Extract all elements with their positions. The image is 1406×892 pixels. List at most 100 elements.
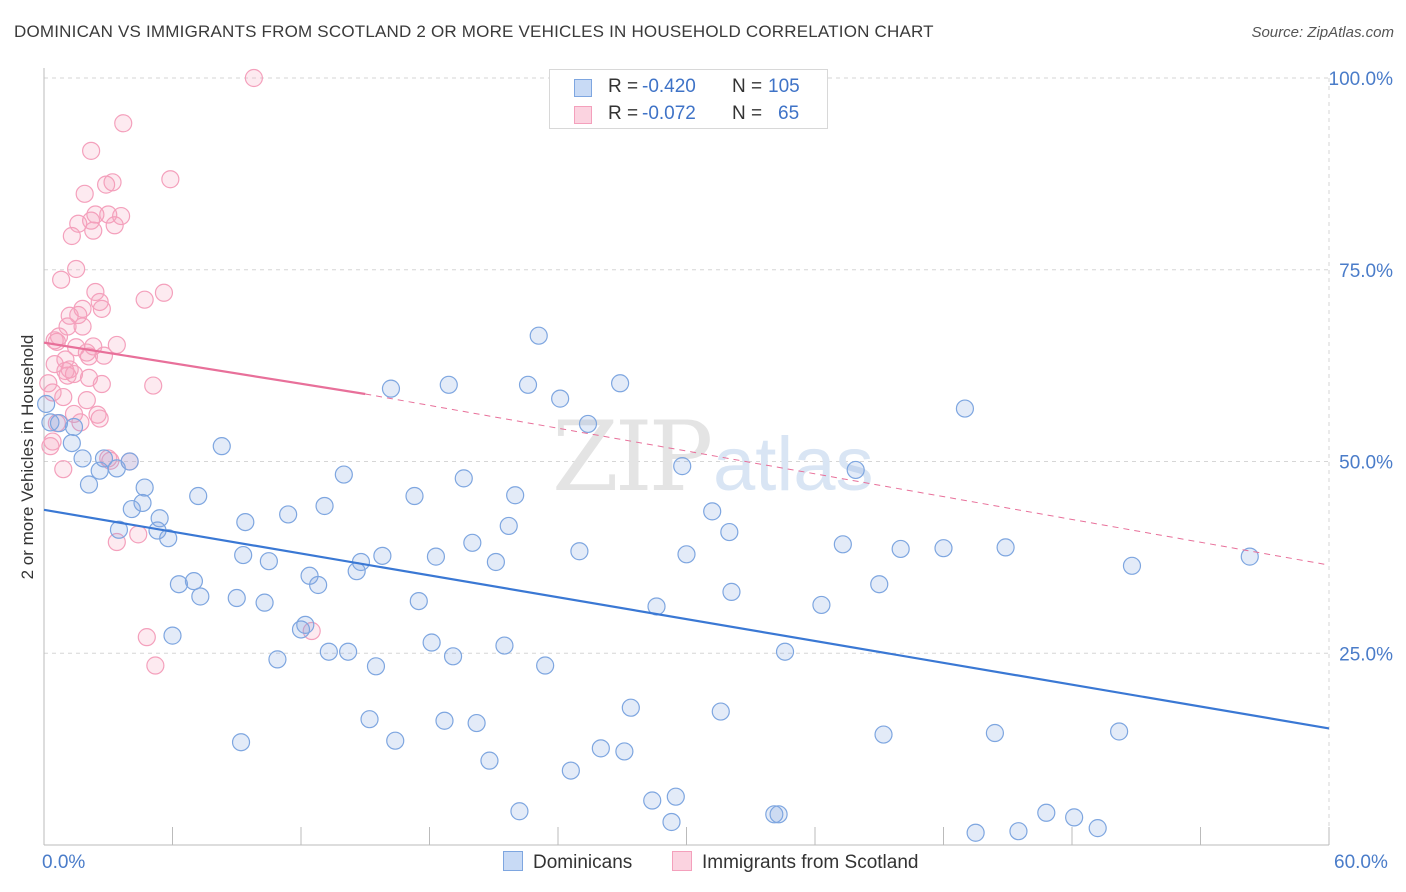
scotland-point [56,350,75,369]
dominican-point [64,417,84,437]
watermark-atlas: atlas [713,422,874,507]
dominican-point [529,326,548,345]
scotland-point [43,383,62,402]
dominican-point [621,698,640,717]
dominican-point [268,650,287,669]
dominican-point [499,516,518,536]
scotland-point [75,184,94,203]
stats-legend: R = -0.420 N = 105 R = -0.072 N = 65 [549,69,828,129]
bottom-legend-swatch-scotland [672,851,692,871]
watermark: ZIP atlas [552,401,874,513]
scotland-point [58,317,77,336]
dominican-point [422,633,441,652]
scotland-point [54,460,73,479]
dominican-point [163,626,182,645]
dominican-point [49,414,69,433]
dominican-point [439,375,458,394]
dominican-point [486,552,505,572]
dominican-point [443,647,463,666]
scotland-point [77,391,96,410]
y-tick-label-50: 50.0% [1339,453,1393,474]
scotland-point [79,347,99,366]
scotland-point [67,259,86,279]
bottom-legend-label-scotland: Immigrants from Scotland [702,852,919,873]
scotland-point [154,283,174,302]
dominican-point [1037,803,1056,822]
dominican-point [1088,819,1107,838]
scotland-point [105,216,124,235]
dominican-point [510,802,529,821]
trend-lines [43,341,1330,730]
dominican-point [891,539,910,559]
y-tick-label-75: 75.0% [1339,261,1393,282]
dominican-point [381,379,401,398]
axes [43,68,1330,846]
dominican-point [506,486,525,505]
dominican-point [673,457,692,476]
y-tick-label-100: 100.0% [1329,69,1394,90]
dominican-point [169,575,189,594]
watermark-zip: ZIP [552,401,711,513]
dominican-point [1240,547,1259,566]
scotland-point [54,387,73,407]
dominican-point [259,552,278,571]
x-tick-label-min: 0.0% [42,852,86,873]
bottom-legend-scotland: Immigrants from Scotland [672,851,918,874]
scotland-point [60,360,79,379]
dominican-point [812,595,831,615]
y-tick-labels: 25.0% 50.0% 75.0% 100.0% [1329,69,1394,665]
dominican-point [870,575,889,594]
scotland-point [146,656,165,675]
dominican-point [227,588,246,608]
dominican-point [94,449,114,468]
legend-r-value: -0.072 [642,103,696,124]
series-dominicans [37,326,1259,842]
bottom-legend-label-dominicans: Dominicans [533,852,633,873]
dominican-point [319,642,338,661]
dominican-point [666,787,685,806]
dominican-point [996,538,1015,557]
dominican-point [518,375,538,394]
bottom-legend-dominicans: Dominicans [503,851,632,874]
dominican-point [435,711,454,730]
scotland-point [86,282,105,302]
dominican-point [495,636,514,655]
dominican-point [334,465,353,484]
dominican-point [833,535,852,554]
scotland-point [92,374,111,394]
legend-n-label: N = [732,103,763,124]
dominican-point [769,805,788,824]
dominican-point [212,437,231,456]
dominican-point [339,642,358,661]
dominican-point [236,512,255,532]
dominican-point [775,642,795,661]
dominican-point [720,522,739,542]
scotland-point [103,173,122,192]
scotland-point [43,432,62,451]
dominican-point [711,702,730,721]
dominican-point [1065,808,1084,827]
dominican-point [37,394,56,414]
dominican-point [360,710,379,729]
scotland-point [39,374,58,393]
dominican-point [703,502,722,521]
dominican-point [366,657,386,676]
scotland-point [244,68,263,88]
legend-r-label: R = [608,76,639,97]
dominican-point [426,547,446,566]
legend-n-value: 105 [768,76,800,97]
scotland-point [73,299,92,318]
dominican-point [955,399,975,418]
dominican-point [454,469,473,488]
dominican-point [184,572,204,591]
scotland-point [129,525,148,544]
dominican-point [480,751,499,770]
x-tick-label-max: 60.0% [1334,852,1388,873]
y-tick-label-25: 25.0% [1339,644,1393,665]
dominican-point [874,725,893,744]
scotland-point [137,628,156,647]
trend-line-scotland-extrapolated [365,393,1330,566]
dominican-point [1009,822,1028,841]
scotland-point [111,206,131,226]
